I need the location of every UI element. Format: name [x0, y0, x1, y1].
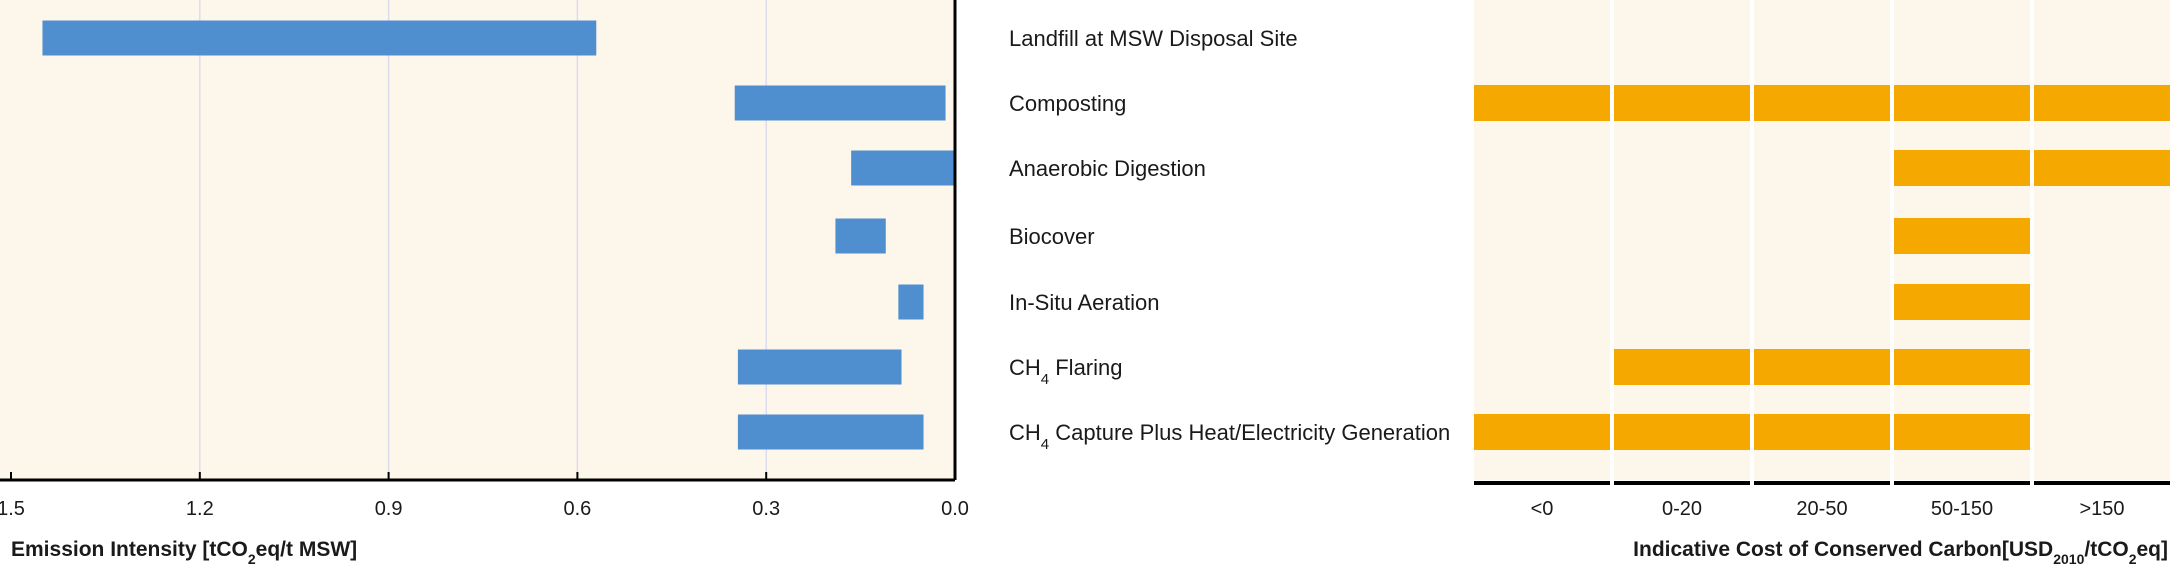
category-label: In-Situ Aeration [1009, 290, 1159, 315]
category-label-text: Landfill at MSW Disposal Site [1009, 26, 1298, 51]
x-axis-title-text: eq/t MSW] [256, 538, 357, 561]
category-label-text: Biocover [1009, 224, 1095, 249]
cost-cell [1614, 85, 1750, 121]
emission-bar [851, 150, 955, 186]
x-tick-label: 1.2 [186, 498, 214, 520]
cost-cell [2034, 85, 2170, 121]
x-tick-label: 0.9 [375, 498, 403, 520]
x-axis-title-emission: Emission Intensity [tCO2eq/t MSW] [11, 538, 357, 567]
category-label-text: CH [1009, 355, 1041, 380]
emission-bar [737, 414, 924, 450]
x-axis-title-text: /tCO [2084, 538, 2128, 561]
category-label-text: Flaring [1049, 355, 1122, 380]
cost-cell [1614, 414, 1750, 450]
emission-intensity-panel: 1.5 1.2 0.9 0.6 0.3 0.0 Emission Intensity [tC… [0, 0, 969, 567]
category-label: Composting [1009, 91, 1126, 116]
x-tick-label: 0.3 [752, 498, 780, 520]
cost-cell [2034, 150, 2170, 186]
category-label-text: In-Situ Aeration [1009, 290, 1159, 315]
category-label-text: Composting [1009, 91, 1126, 116]
category-label: Landfill at MSW Disposal Site [1009, 26, 1298, 51]
emission-bar [42, 20, 597, 56]
x-axis-title-subscript: 2 [2129, 551, 2137, 567]
cost-cell [1754, 349, 1890, 385]
cost-column-label: >150 [2079, 498, 2124, 520]
cost-column-background [2034, 0, 2170, 480]
cost-cell [1894, 349, 2030, 385]
x-axis-title-text: eq] [2137, 538, 2169, 561]
x-axis-title-text: Indicative Cost of Conserved Carbon[USD [1633, 538, 2053, 561]
x-axis-title-text: Emission Intensity [tCO [11, 538, 248, 561]
x-tick-label: 0.0 [941, 498, 969, 520]
category-labels: Landfill at MSW Disposal Site Composting A… [1009, 26, 1450, 453]
cost-cell [1894, 414, 2030, 450]
cost-cell [1894, 85, 2030, 121]
cost-column-background [1474, 0, 1610, 480]
cost-cell [1894, 218, 2030, 254]
x-axis-title-cost: Indicative Cost of Conserved Carbon[USD2… [1633, 538, 2168, 567]
emission-bar [835, 218, 886, 254]
cost-column-label: 0-20 [1662, 498, 1702, 520]
category-label-subscript: 4 [1041, 436, 1049, 453]
cost-cell [1754, 414, 1890, 450]
cost-column-label: 20-50 [1796, 498, 1847, 520]
cost-column-background [1614, 0, 1750, 480]
emission-bar [898, 284, 924, 320]
cost-cell [1474, 85, 1610, 121]
category-label-text: CH [1009, 420, 1041, 445]
emission-bar [734, 85, 946, 121]
x-axis-title-subscript: 2010 [2053, 551, 2084, 567]
cost-panel: <0 0-20 20-50 50-150 >150 Indicative Cost of … [1474, 0, 2170, 567]
cost-cell [1894, 150, 2030, 186]
cost-column-label: <0 [1531, 498, 1554, 520]
category-label: Anaerobic Digestion [1009, 156, 1206, 181]
cost-column-background [1754, 0, 1890, 480]
cost-cell [1894, 284, 2030, 320]
category-label-text: Anaerobic Digestion [1009, 156, 1206, 181]
cost-cell [1754, 85, 1890, 121]
emission-bar [737, 349, 902, 385]
cost-cell [1474, 414, 1610, 450]
category-label: CH4 Flaring [1009, 355, 1122, 388]
category-label-subscript: 4 [1041, 371, 1049, 388]
x-tick-label: 1.5 [0, 498, 25, 520]
category-label: Biocover [1009, 224, 1095, 249]
emission-panel-background [0, 0, 955, 480]
x-axis-title-subscript: 2 [248, 551, 256, 567]
cost-cell [1614, 349, 1750, 385]
x-tick-label: 0.6 [563, 498, 591, 520]
cost-column-label: 50-150 [1931, 498, 1993, 520]
category-label-text: Capture Plus Heat/Electricity Generation [1049, 420, 1450, 445]
category-label: CH4 Capture Plus Heat/Electricity Genera… [1009, 420, 1450, 453]
